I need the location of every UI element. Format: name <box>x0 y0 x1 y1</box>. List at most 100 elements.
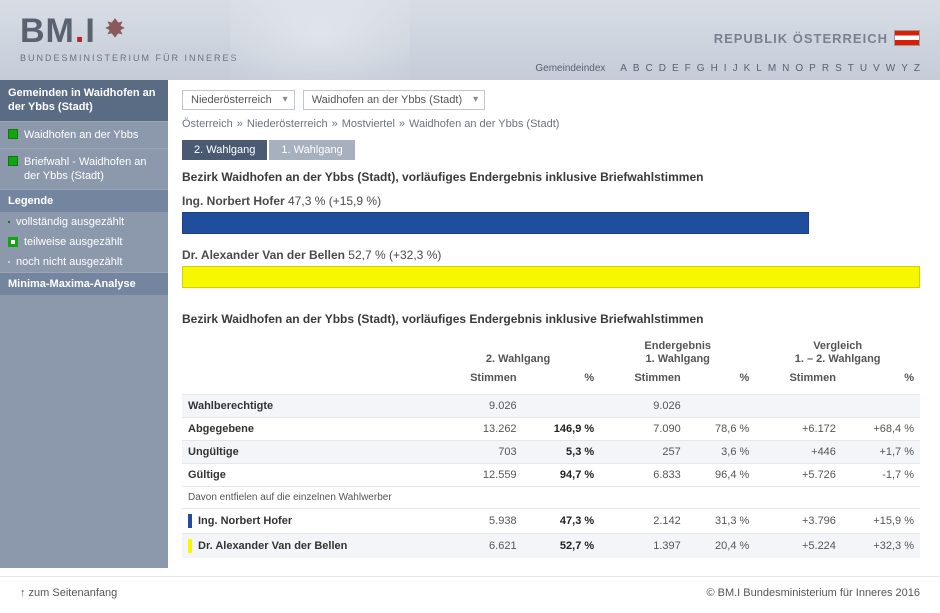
cell <box>687 394 756 417</box>
cell: 3,6 % <box>687 440 756 463</box>
back-to-top-link[interactable]: ↑ zum Seitenanfang <box>20 587 117 599</box>
legend-item-2: noch nicht ausgezählt <box>0 252 168 272</box>
sidebar-spacer <box>0 295 168 565</box>
cell <box>755 394 842 417</box>
cell: 9.026 <box>600 394 687 417</box>
cell: 2.142 <box>600 508 687 533</box>
candidate-bar <box>182 212 809 234</box>
eagle-icon <box>102 16 128 42</box>
bar-track <box>182 266 920 288</box>
cell: +5.726 <box>755 463 842 486</box>
table-row: Wahlberechtigte9.0269.026 <box>182 394 920 417</box>
cell <box>523 394 601 417</box>
legend-item-0: vollständig ausgezählt <box>0 212 168 232</box>
cell <box>842 394 920 417</box>
index-letter[interactable]: D <box>659 63 666 74</box>
select-district[interactable]: Waidhofen an der Ybbs (Stadt) <box>303 90 485 110</box>
cell: 47,3 % <box>523 508 601 533</box>
index-letter[interactable]: K <box>744 63 751 74</box>
cell: -1,7 % <box>842 463 920 486</box>
table-subnote-row: Davon entfielen auf die einzelnen Wahlwe… <box>182 486 920 508</box>
index-letter[interactable]: G <box>697 63 705 74</box>
legend-item-1: teilweise ausgezählt <box>0 232 168 252</box>
index-letter[interactable]: S <box>835 63 842 74</box>
cell: 12.559 <box>436 463 523 486</box>
footer: ↑ zum Seitenanfang © BM.I Bundesminister… <box>0 576 940 613</box>
candidate-block: Dr. Alexander Van der Bellen 52,7 % (+32… <box>182 248 920 288</box>
legend-label: teilweise ausgezählt <box>24 236 122 248</box>
index-letter[interactable]: E <box>672 63 679 74</box>
index-letter[interactable]: Y <box>901 63 908 74</box>
index-letter[interactable]: P <box>809 63 816 74</box>
index-letter[interactable]: J <box>733 63 738 74</box>
cell: +15,9 % <box>842 508 920 533</box>
index-letter[interactable]: H <box>711 63 718 74</box>
index-letter[interactable]: V <box>873 63 880 74</box>
breadcrumb-sep: » <box>332 118 338 130</box>
results-table: 2. Wahlgang Endergebnis1. Wahlgang Vergl… <box>182 336 920 558</box>
sidebar-item-gemeinde-0[interactable]: Waidhofen an der Ybbs <box>0 121 168 148</box>
select-region[interactable]: Niederösterreich <box>182 90 295 110</box>
col-stimmen-1: Stimmen <box>436 368 523 394</box>
index-letter[interactable]: F <box>685 63 691 74</box>
col-group-3: Vergleich1. – 2. Wahlgang <box>755 336 920 368</box>
austria-flag-icon <box>894 30 920 46</box>
index-letter[interactable]: M <box>768 63 776 74</box>
index-letter[interactable]: O <box>795 63 803 74</box>
col-group-1: 2. Wahlgang <box>436 336 600 368</box>
candidate-bar <box>182 266 920 288</box>
sidebar-analysis-link[interactable]: Minima-Maxima-Analyse <box>0 272 168 295</box>
breadcrumb-item[interactable]: Niederösterreich <box>247 118 328 130</box>
index-letter[interactable]: B <box>633 63 640 74</box>
table-row: Dr. Alexander Van der Bellen6.62152,7 %1… <box>182 533 920 558</box>
status-icon <box>8 156 18 166</box>
table-row: Abgegebene13.262146,9 %7.09078,6 %+6.172… <box>182 417 920 440</box>
index-letter[interactable]: W <box>886 63 895 74</box>
sidebar-item-label: Waidhofen an der Ybbs <box>24 128 138 142</box>
cell: 78,6 % <box>687 417 756 440</box>
sidebar: Gemeinden in Waidhofen an der Ybbs (Stad… <box>0 80 168 568</box>
index-label: Gemeindeindex <box>535 63 605 74</box>
candidate-color-icon <box>188 514 192 528</box>
index-letter[interactable]: Z <box>914 63 920 74</box>
index-letter[interactable]: R <box>822 63 829 74</box>
logo-subtitle: BUNDESMINISTERIUM FÜR INNERES <box>20 53 920 63</box>
index-letter[interactable]: C <box>646 63 653 74</box>
index-letter[interactable]: N <box>782 63 789 74</box>
index-letter[interactable]: L <box>756 63 762 74</box>
cell: +3.796 <box>755 508 842 533</box>
tab-1-wahlgang[interactable]: 1. Wahlgang <box>269 140 354 160</box>
row-label: Abgegebene <box>182 417 436 440</box>
index-letter[interactable]: T <box>848 63 854 74</box>
cell: 703 <box>436 440 523 463</box>
breadcrumb-item[interactable]: Mostviertel <box>342 118 395 130</box>
header: BM.I BUNDESMINISTERIUM FÜR INNERES REPUB… <box>0 0 940 80</box>
wahlgang-tabs: 2. Wahlgang 1. Wahlgang <box>182 140 920 160</box>
col-stimmen-2: Stimmen <box>600 368 687 394</box>
bar-track <box>182 212 920 234</box>
cell: +68,4 % <box>842 417 920 440</box>
breadcrumb: Österreich»Niederösterreich»Mostviertel»… <box>182 118 920 130</box>
republik-text: REPUBLIK ÖSTERREICH <box>714 31 888 46</box>
cell: 9.026 <box>436 394 523 417</box>
tab-2-wahlgang[interactable]: 2. Wahlgang <box>182 140 267 160</box>
cell: 96,4 % <box>687 463 756 486</box>
sidebar-item-gemeinde-1[interactable]: Briefwahl - Waidhofen an der Ybbs (Stadt… <box>0 148 168 190</box>
result-title: Bezirk Waidhofen an der Ybbs (Stadt), vo… <box>182 170 920 184</box>
candidate-color-icon <box>188 539 192 553</box>
breadcrumb-item[interactable]: Österreich <box>182 118 233 130</box>
index-letter[interactable]: I <box>724 63 727 74</box>
cell: 7.090 <box>600 417 687 440</box>
cell: 31,3 % <box>687 508 756 533</box>
cell: 6.621 <box>436 533 523 558</box>
row-label: Ing. Norbert Hofer <box>182 508 436 533</box>
breadcrumb-item[interactable]: Waidhofen an der Ybbs (Stadt) <box>409 118 559 130</box>
cell: +446 <box>755 440 842 463</box>
row-label: Dr. Alexander Van der Bellen <box>182 533 436 558</box>
index-letter[interactable]: A <box>620 63 627 74</box>
cell: 94,7 % <box>523 463 601 486</box>
cell: 6.833 <box>600 463 687 486</box>
cell: 5.938 <box>436 508 523 533</box>
col-pct-2: % <box>687 368 756 394</box>
index-letter[interactable]: U <box>860 63 867 74</box>
